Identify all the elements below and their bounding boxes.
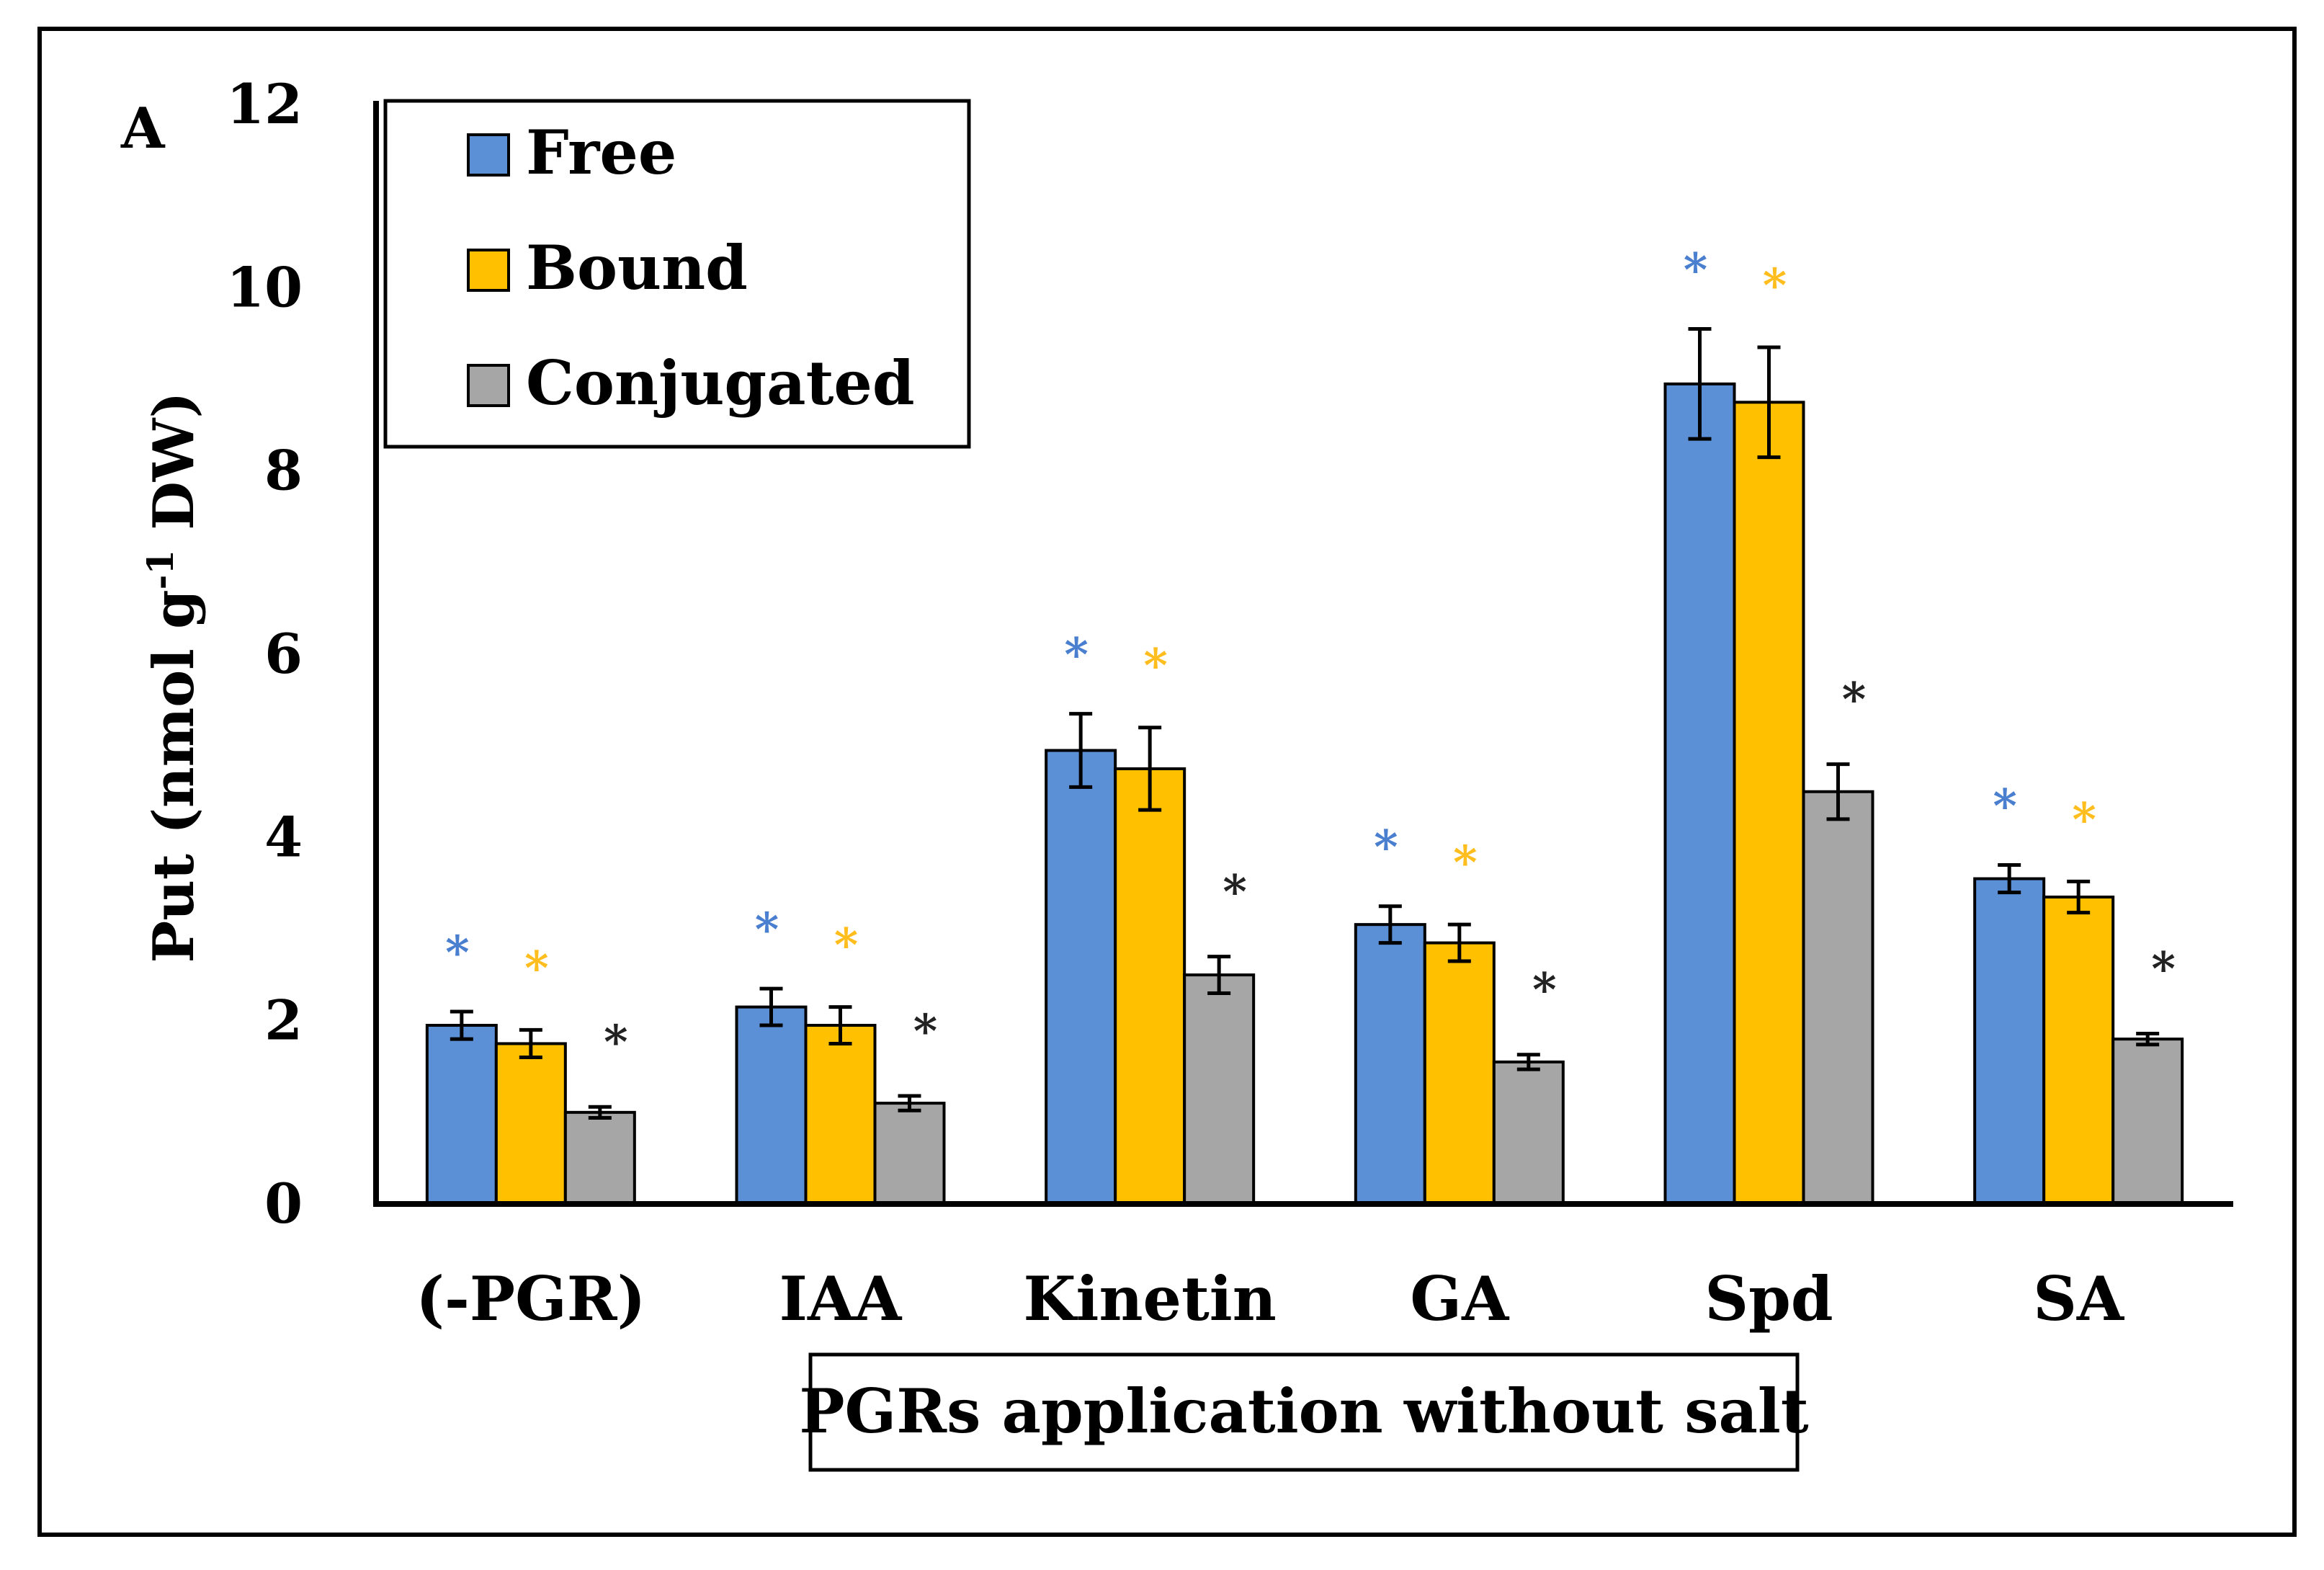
- y-axis-label-text: Put (nmol g-1 DW): [139, 392, 207, 963]
- legend-items: Free Bound Conjugated: [467, 117, 915, 419]
- x-tick-label-4: Spd: [1704, 1263, 1833, 1334]
- legend-swatch-conjugated: [467, 364, 510, 407]
- bar-free-5: [1973, 877, 2046, 1206]
- bar-bound-1: [804, 1024, 877, 1206]
- y-axis-label-main: Put (nmol g: [141, 589, 207, 963]
- significance-star-bound-5: *: [2072, 793, 2096, 847]
- significance-star-bound-4: *: [1763, 259, 1787, 313]
- bar-bound-2: [1114, 767, 1186, 1206]
- y-axis-label: Put (nmol g-1 DW): [139, 392, 207, 963]
- bar-conjugated-1: [873, 1102, 946, 1206]
- y-tick-label-0: 0: [264, 1172, 303, 1236]
- legend-label-conjugated: Conjugated: [526, 347, 915, 419]
- significance-star-bound-0: *: [524, 941, 548, 995]
- y-tick-label-6: 12: [226, 72, 303, 136]
- legend-swatch-bound: [467, 249, 510, 292]
- y-axis-ticks: 0 2 4 6 8 10 12: [226, 72, 303, 1236]
- bar-free-3: [1354, 923, 1426, 1206]
- x-axis-label: PGRs application without salt: [799, 1375, 1808, 1447]
- significance-star-free-3: *: [1374, 821, 1398, 875]
- significance-star-bound-3: *: [1453, 836, 1477, 890]
- significance-star-bound-2: *: [1143, 639, 1167, 693]
- significance-star-conjugated-0: *: [604, 1015, 627, 1069]
- x-axis-ticks: (-PGR) IAA Kinetin GA Spd SA: [416, 1263, 2125, 1334]
- bar-free-2: [1045, 749, 1117, 1205]
- bar-bound-4: [1733, 401, 1805, 1206]
- bar-bound-5: [2042, 895, 2115, 1206]
- y-tick-label-4: 8: [264, 439, 303, 503]
- bar-conjugated-2: [1183, 973, 1256, 1206]
- y-tick-label-1: 2: [264, 989, 303, 1053]
- x-tick-label-5: SA: [2033, 1263, 2125, 1334]
- x-tick-label-3: GA: [1410, 1263, 1510, 1334]
- significance-star-conjugated-4: *: [1842, 673, 1866, 727]
- significance-star-free-2: *: [1064, 628, 1088, 682]
- x-tick-label-0: (-PGR): [416, 1263, 645, 1334]
- y-tick-label-2: 4: [264, 805, 303, 869]
- x-tick-label-1: IAA: [779, 1263, 903, 1334]
- significance-star-free-5: *: [1993, 779, 2016, 833]
- y-axis-label-superscript: -1: [139, 550, 182, 590]
- bar-bound-0: [494, 1042, 567, 1206]
- bar-conjugated-4: [1802, 790, 1874, 1205]
- bars-group: [425, 327, 2184, 1206]
- legend-swatch-free: [467, 133, 510, 177]
- y-tick-label-3: 6: [264, 622, 303, 686]
- legend: Free Bound Conjugated: [383, 99, 971, 449]
- legend-label-bound: Bound: [526, 232, 748, 303]
- bar-free-1: [735, 1005, 808, 1205]
- bar-bound-3: [1423, 941, 1496, 1205]
- significance-star-bound-1: *: [834, 919, 858, 973]
- bar-conjugated-0: [563, 1110, 636, 1206]
- y-axis-label-tail: DW): [141, 392, 207, 550]
- significance-star-free-4: *: [1684, 244, 1707, 298]
- significance-star-free-1: *: [755, 903, 779, 957]
- bar-conjugated-5: [2111, 1038, 2184, 1205]
- bar-free-0: [425, 1024, 498, 1206]
- significance-stars-group: * * * * * * * * * * * * * * * * * *: [445, 244, 2176, 1070]
- x-axis-label-frame: [808, 1352, 1800, 1472]
- x-axis-label-box: PGRs application without salt: [799, 1352, 1809, 1472]
- significance-star-free-0: *: [445, 926, 469, 980]
- y-tick-label-5: 10: [226, 255, 303, 319]
- bar-conjugated-3: [1492, 1060, 1565, 1206]
- bar-free-4: [1663, 382, 1736, 1206]
- x-tick-label-2: Kinetin: [1024, 1263, 1277, 1334]
- significance-star-conjugated-2: *: [1223, 865, 1246, 919]
- significance-star-conjugated-5: *: [2151, 942, 2175, 996]
- legend-label-free: Free: [526, 117, 676, 188]
- significance-star-conjugated-1: *: [913, 1004, 937, 1058]
- significance-star-conjugated-3: *: [1532, 963, 1556, 1017]
- panel-label: A: [120, 96, 166, 161]
